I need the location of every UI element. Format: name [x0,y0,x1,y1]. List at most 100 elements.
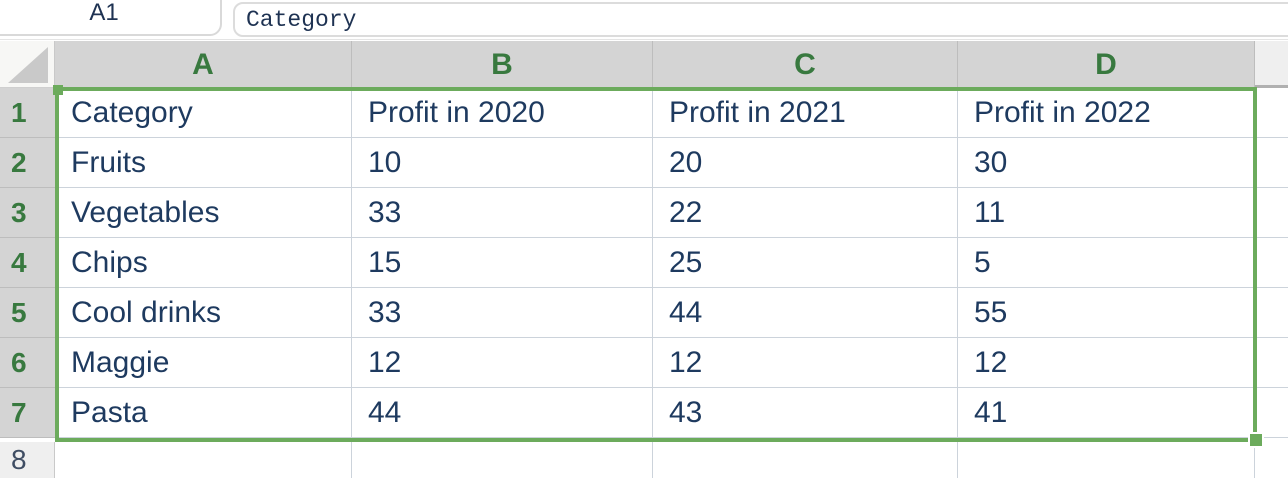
cell-E5[interactable] [1255,288,1288,338]
cell-D7-value: 41 [974,395,1008,429]
cell-reference-box[interactable]: A1 [0,0,222,36]
cell-C4[interactable]: 25 [653,238,958,288]
row-header-4[interactable]: 4 [0,238,55,288]
cell-C1[interactable]: Profit in 2021 [653,88,958,138]
cell-E2[interactable] [1255,138,1288,188]
cell-A2[interactable]: Fruits [55,138,352,188]
cell-A8[interactable] [55,438,352,478]
row-header-1-label: 1 [11,96,27,128]
column-header-d-label: D [1095,47,1117,81]
cell-A4-value: Chips [71,245,148,279]
sheet-row-5: Cool drinks 33 44 55 [55,288,1288,338]
cell-E4[interactable] [1255,238,1288,288]
cell-C8[interactable] [653,438,958,478]
row-header-7[interactable]: 7 [0,388,55,438]
cell-B2-value: 10 [368,145,402,179]
row-header-2-label: 2 [11,146,27,178]
cell-A4[interactable]: Chips [55,238,352,288]
cell-D6-value: 12 [974,345,1008,379]
column-header-b[interactable]: B [352,41,653,88]
cell-A5[interactable]: Cool drinks [55,288,352,338]
cell-B7-value: 44 [368,395,402,429]
cell-D7[interactable]: 41 [958,388,1255,438]
cell-B5[interactable]: 33 [352,288,653,338]
row-header-4-label: 4 [11,246,27,278]
cell-A6[interactable]: Maggie [55,338,352,388]
sheet-row-8 [55,438,1288,478]
cell-D1[interactable]: Profit in 2022 [958,88,1255,138]
cell-B4-value: 15 [368,245,402,279]
cell-D5[interactable]: 55 [958,288,1255,338]
cell-A3-value: Vegetables [71,195,220,229]
cell-C5[interactable]: 44 [653,288,958,338]
cell-B6-value: 12 [368,345,402,379]
column-header-e-partial[interactable] [1255,41,1288,88]
cell-B8[interactable] [352,438,653,478]
cell-B3-value: 33 [368,195,402,229]
cell-reference-value: A1 [89,0,119,26]
cell-C7[interactable]: 43 [653,388,958,438]
row-header-5-label: 5 [11,296,27,328]
cell-A3[interactable]: Vegetables [55,188,352,238]
cell-B6[interactable]: 12 [352,338,653,388]
cell-D3[interactable]: 11 [958,188,1255,238]
fill-handle[interactable] [1248,432,1264,448]
cell-D3-value: 11 [974,195,1006,229]
cell-D2[interactable]: 30 [958,138,1255,188]
cell-D6[interactable]: 12 [958,338,1255,388]
cell-C1-value: Profit in 2021 [669,95,846,129]
cell-B4[interactable]: 15 [352,238,653,288]
row-header-5[interactable]: 5 [0,288,55,338]
cell-E6[interactable] [1255,338,1288,388]
cell-A7-value: Pasta [71,395,148,429]
row-header-3[interactable]: 3 [0,188,55,238]
formula-bar-input[interactable]: Category [233,2,1288,37]
cell-A7[interactable]: Pasta [55,388,352,438]
sheet-row-4: Chips 15 25 5 [55,238,1288,288]
row-header-7-label: 7 [11,396,27,428]
cell-C3[interactable]: 22 [653,188,958,238]
cell-B1[interactable]: Profit in 2020 [352,88,653,138]
cell-B3[interactable]: 33 [352,188,653,238]
cell-C4-value: 25 [669,245,703,279]
select-all-corner[interactable] [0,41,55,88]
cell-C3-value: 22 [669,195,703,229]
sheet-row-6: Maggie 12 12 12 [55,338,1288,388]
column-header-a[interactable]: A [55,41,352,88]
cell-C6-value: 12 [669,345,703,379]
sheet-row-2: Fruits 10 20 30 [55,138,1288,188]
cell-D8[interactable] [958,438,1255,478]
row-header-6-label: 6 [11,346,27,378]
row-header-6[interactable]: 6 [0,338,55,388]
cell-E1[interactable] [1255,88,1288,138]
cell-C2[interactable]: 20 [653,138,958,188]
column-header-d[interactable]: D [958,41,1255,88]
row-header-8-label: 8 [11,444,27,475]
cell-A6-value: Maggie [71,345,170,379]
sheet-row-3: Vegetables 33 22 11 [55,188,1288,238]
cell-E7[interactable] [1255,388,1288,438]
cell-B1-value: Profit in 2020 [368,95,545,129]
cell-C6[interactable]: 12 [653,338,958,388]
sheet-row-7: Pasta 44 43 41 [55,388,1288,438]
row-header-1[interactable]: 1 [0,88,55,138]
cell-B7[interactable]: 44 [352,388,653,438]
cell-D4[interactable]: 5 [958,238,1255,288]
cell-A1[interactable]: Category [55,88,352,138]
select-all-triangle-icon [8,47,48,83]
cell-E3[interactable] [1255,188,1288,238]
cell-D2-value: 30 [974,145,1008,179]
cell-A2-value: Fruits [71,145,146,179]
row-header-2[interactable]: 2 [0,138,55,188]
cell-B5-value: 33 [368,295,402,329]
cell-B2[interactable]: 10 [352,138,653,188]
cell-A5-value: Cool drinks [71,295,222,329]
column-header-c[interactable]: C [653,41,958,88]
column-header-c-label: C [794,47,816,81]
column-header-b-label: B [491,47,513,81]
cell-D1-value: Profit in 2022 [974,95,1151,129]
row-header-3-label: 3 [11,196,27,228]
row-header-8[interactable]: 8 [0,442,55,478]
column-header-a-label: A [192,47,214,81]
